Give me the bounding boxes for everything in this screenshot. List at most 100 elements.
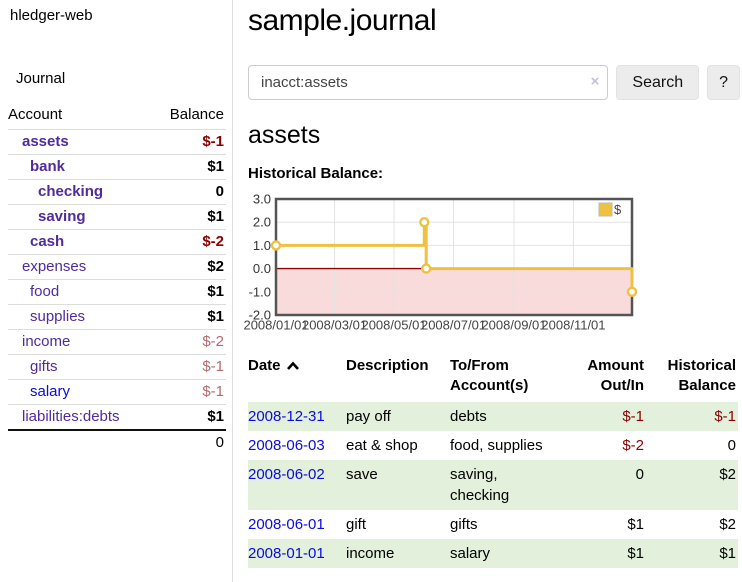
transaction-balance: $1: [719, 545, 736, 562]
page-title: sample.journal: [248, 4, 437, 37]
sidebar-account-link[interactable]: expenses: [22, 258, 87, 275]
sidebar-account-link[interactable]: supplies: [30, 308, 86, 325]
accounts-header-row: Account Balance: [8, 102, 226, 130]
account-balance: 0: [215, 183, 224, 200]
clear-search-icon[interactable]: ×: [590, 73, 600, 90]
balance-column-header: Balance: [169, 106, 224, 123]
account-row: checking 0: [8, 179, 226, 205]
transaction-row: 2008-06-03 eat & shop food, supplies $-2 0: [248, 431, 738, 460]
account-row: liabilities:debts $1: [8, 404, 226, 431]
sidebar-account-link[interactable]: income: [22, 333, 71, 350]
chart-title: Historical Balance:: [248, 165, 384, 182]
account-balance: $1: [207, 158, 224, 175]
account-balance: $1: [207, 408, 224, 425]
data-point: [419, 217, 430, 228]
x-tick-label: 2008/09/01: [481, 318, 546, 333]
sidebar-account-link[interactable]: bank: [30, 158, 66, 175]
brand-link[interactable]: hledger-web: [10, 7, 93, 24]
account-row: salary $-1: [8, 379, 226, 405]
help-button[interactable]: ?: [707, 65, 740, 100]
account-row: saving $1: [8, 204, 226, 230]
legend-swatch: [598, 202, 613, 217]
transaction-date-link[interactable]: 2008-06-03: [248, 437, 325, 454]
account-balance: $-1: [202, 133, 224, 150]
transaction-amount: $1: [627, 545, 644, 562]
y-tick-label: -1.0: [249, 284, 271, 299]
x-tick-label: 2008/01/01: [243, 318, 308, 333]
transaction-description: save: [346, 466, 378, 483]
account-row: gifts $-1: [8, 354, 226, 380]
y-tick-label: 2.0: [253, 215, 271, 230]
x-tick-label: 2008/11/01: [541, 318, 605, 333]
search-bar: × Search ?: [248, 65, 740, 100]
y-tick-label: 0.0: [253, 261, 271, 276]
x-tick-label: 2008/07/01: [421, 318, 486, 333]
transaction-amount: 0: [635, 466, 644, 483]
sidebar: hledger-web Journal Account Balance asse…: [0, 0, 233, 582]
account-row: food $1: [8, 279, 226, 305]
sidebar-item-journal[interactable]: Journal: [16, 70, 66, 87]
data-point: [270, 240, 282, 251]
account-balance: $-1: [202, 358, 224, 375]
account-heading: assets: [248, 121, 321, 149]
transaction-accounts: food, supplies: [450, 437, 543, 454]
plot-border: [274, 197, 634, 317]
sidebar-account-link[interactable]: salary: [30, 383, 71, 400]
sidebar-account-link[interactable]: assets: [22, 133, 69, 150]
account-row: income $-2: [8, 329, 226, 355]
transaction-date-link[interactable]: 2008-06-02: [248, 466, 325, 483]
sort-ascending-icon: [286, 361, 299, 370]
transaction-date-link[interactable]: 2008-06-01: [248, 516, 325, 533]
accounts-table: Account Balance assets $-1 bank $1 checking 0…: [8, 102, 226, 455]
chart-canvas: $3.0 2.0 1.0 0.0 -1.0 -2.02008/01/012008/03/0…: [243, 192, 638, 333]
date-column-header[interactable]: Date: [248, 354, 346, 402]
transaction-row: 2008-01-01 income salary $1 $1: [248, 539, 738, 568]
amount-column-header: Amount Out/In: [587, 357, 644, 394]
transaction-accounts: debts: [450, 408, 487, 425]
main-content: sample.journal × Search ? assets Histori…: [243, 0, 740, 568]
search-box: ×: [248, 65, 609, 100]
historical-balance-chart: $3.0 2.0 1.0 0.0 -1.0 -2.0 2008/01/01 2008/03/0…: [243, 192, 648, 335]
sidebar-account-link[interactable]: cash: [30, 233, 65, 250]
register-header-row: Date Description To/From Account(s) Amou…: [248, 354, 738, 402]
account-row: cash $-2: [8, 229, 226, 255]
transaction-row: 2008-06-01 gift gifts $1 $2: [248, 510, 738, 539]
sidebar-account-link[interactable]: gifts: [30, 358, 58, 375]
transaction-balance: $2: [719, 516, 736, 533]
transaction-accounts: gifts: [450, 516, 478, 533]
data-point: [626, 286, 638, 298]
transaction-description: income: [346, 545, 395, 562]
transaction-description: gift: [346, 516, 367, 533]
description-column-header: Description: [346, 357, 429, 374]
transaction-row: 2008-12-31 pay off debts $-1 $-1: [248, 402, 738, 431]
data-point: [420, 263, 432, 274]
transaction-date-link[interactable]: 2008-12-31: [248, 408, 325, 425]
search-button[interactable]: Search: [616, 65, 700, 100]
accounts-column-header: To/From Account(s): [450, 357, 529, 394]
transaction-accounts: salary: [450, 545, 491, 562]
account-row: assets $-1: [8, 129, 226, 155]
account-row: bank $1: [8, 154, 226, 180]
transaction-description: pay off: [346, 408, 391, 425]
account-row: supplies $1: [8, 304, 226, 330]
legend-label: $: [614, 202, 622, 217]
transaction-balance: $2: [719, 466, 736, 483]
account-balance: $1: [207, 208, 224, 225]
search-input[interactable]: [248, 65, 609, 100]
register-table: Date Description To/From Account(s) Amou…: [248, 354, 738, 568]
balance-column-header: Historical Balance: [667, 357, 736, 394]
transaction-amount: $-2: [622, 437, 644, 454]
accounts-total-value: 0: [215, 434, 224, 451]
sidebar-account-link[interactable]: saving: [38, 208, 86, 225]
x-tick-label: 2008/05/01: [361, 318, 426, 333]
transaction-amount: $-1: [622, 408, 644, 425]
account-balance: $1: [207, 283, 224, 300]
y-tick-label: 3.0: [253, 192, 271, 207]
sidebar-account-link[interactable]: liabilities:debts: [22, 408, 120, 425]
transaction-description: eat & shop: [346, 437, 418, 454]
accounts-total-row: 0: [8, 430, 226, 455]
sidebar-account-link[interactable]: checking: [38, 183, 104, 200]
sidebar-account-link[interactable]: food: [30, 283, 60, 300]
transaction-date-link[interactable]: 2008-01-01: [248, 545, 325, 562]
